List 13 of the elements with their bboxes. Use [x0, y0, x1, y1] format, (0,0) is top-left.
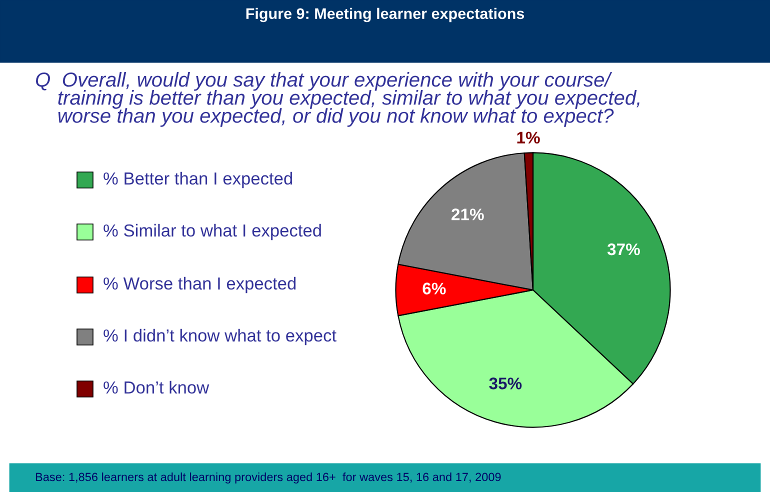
text: Base: 1,856 learners at adult learning providers aged 16+ for waves 15, 16 and 17, 2009 — [36, 472, 501, 484]
chart-subtitle: Q Overall, would you say that your experience with your course/ training is better than you expected, similar to what you expected, worse than you expected, or did you not know what to expect? — [36, 72, 640, 127]
chart-title: Figure 9: Meeting learner expectations — [246, 8, 524, 22]
data-label: 6% — [422, 282, 446, 294]
data-label: 37% — [607, 243, 640, 256]
data-label: 35% — [489, 378, 522, 390]
data-label: 1% — [517, 132, 540, 144]
legend-label: % Similar to what I expected — [104, 224, 321, 240]
legend-label: % Better than I expected — [104, 172, 292, 188]
legend-label: % Don’t know — [104, 380, 210, 394]
legend-label: % Worse than I expected — [104, 276, 296, 294]
data-label: 21% — [452, 208, 484, 220]
legend-label: % I didn’t know what to expect — [104, 328, 336, 346]
